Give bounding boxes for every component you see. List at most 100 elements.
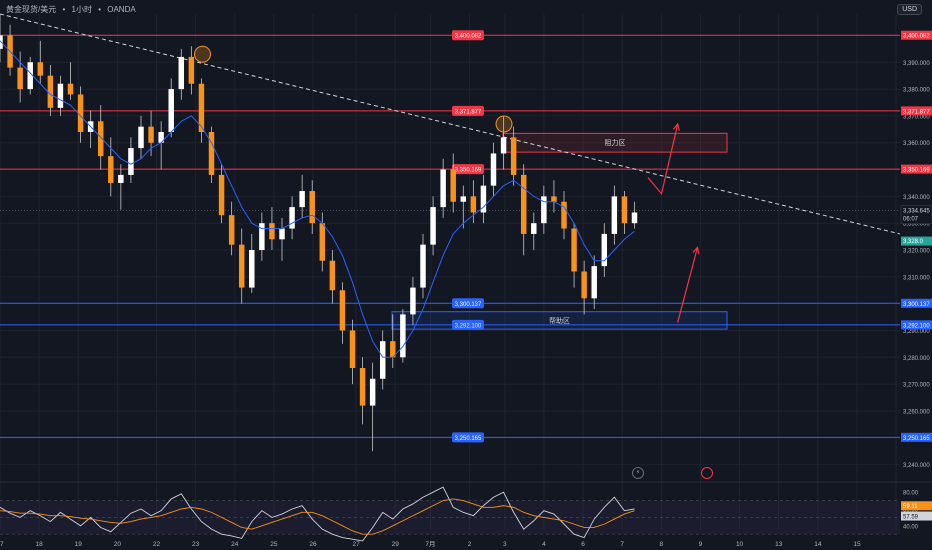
lightning-icon[interactable]: ⚡ — [632, 467, 644, 479]
level-label: 3,400.082 — [455, 34, 482, 40]
rsi-current-label: 59.11 — [903, 504, 918, 510]
time-tick-label: 10 — [736, 541, 744, 548]
rsi-current-box — [901, 511, 932, 521]
time-tick-label: 27 — [352, 541, 360, 548]
candle-body — [319, 223, 326, 261]
candle-body — [430, 207, 436, 245]
candle-body — [561, 201, 567, 229]
highlight-circle — [495, 115, 513, 133]
grid-lines — [0, 14, 900, 530]
zone-label: 帮助区 — [549, 316, 570, 325]
ma-price-label: 3,328.0 — [903, 239, 924, 245]
price-tick-label: 3,240.000 — [903, 463, 930, 469]
candle-body — [631, 212, 638, 224]
axis-level-label: 3,292.100 — [903, 323, 930, 329]
price-tick-label: 3,280.000 — [903, 356, 930, 362]
candle-body — [259, 223, 265, 251]
projection-arrow — [677, 247, 699, 323]
level-label-box — [452, 164, 484, 175]
price-tick-label: 3,330.000 — [903, 222, 930, 228]
current-price-box — [900, 205, 932, 224]
time-tick-label: 26 — [309, 541, 317, 548]
candle-body — [27, 62, 33, 90]
horizontal-levels: 3,400.082 3,371.877 3,350.169 3,300.137 3,29… — [0, 30, 900, 443]
trendline — [0, 13, 901, 235]
level-label: 3,300.137 — [455, 302, 482, 308]
symbol-legend[interactable]: 黄金现货/美元 • 1小时 • OANDA — [6, 4, 140, 15]
candlesticks — [0, 14, 638, 452]
candle-body — [128, 148, 134, 175]
candle-body — [279, 228, 285, 240]
candle-body — [97, 121, 104, 157]
candle-body — [460, 196, 467, 202]
level-label-box — [452, 319, 484, 330]
candle-body — [591, 266, 597, 299]
price-tick-label: 3,380.000 — [903, 88, 930, 94]
candle-body — [47, 75, 54, 108]
price-tick-label: 3,270.000 — [903, 383, 930, 389]
candle-body — [309, 191, 315, 224]
axis-level-label: 3,350.169 — [903, 168, 930, 174]
candle-body — [329, 260, 336, 291]
price-tick-label: 3,260.000 — [903, 409, 930, 415]
separator-dot: • — [62, 5, 66, 14]
axis-level-box — [901, 320, 932, 330]
candle-body — [440, 169, 446, 208]
price-tick-label: 3,290.000 — [903, 329, 930, 335]
candle-body — [369, 378, 376, 406]
axis-level-box — [901, 106, 932, 116]
level-label: 3,350.169 — [455, 168, 482, 174]
time-tick-label: 7月 — [425, 540, 435, 548]
time-tick-label: 20 — [114, 541, 122, 548]
candle-body — [108, 156, 114, 183]
candle-body — [37, 62, 44, 76]
time-tick-label: 17 — [0, 541, 4, 548]
separator-dot: • — [98, 5, 102, 14]
candle-body — [198, 83, 205, 133]
price-tick-label: 3,390.000 — [903, 61, 930, 67]
time-tick-label: 6 — [581, 541, 585, 548]
rsi-ma-line — [0, 498, 635, 535]
candle-body — [410, 287, 416, 315]
time-tick-label: 8 — [659, 541, 663, 548]
candle-body — [118, 174, 124, 183]
arrow-head — [672, 122, 680, 131]
currency-button[interactable]: USD — [897, 4, 922, 15]
time-tick-label: 22 — [153, 541, 161, 548]
rsi-current-box — [901, 501, 932, 511]
time-tick-label: 15 — [853, 541, 861, 548]
level-label-box — [452, 105, 484, 116]
axis-level-label: 3,400.082 — [903, 34, 930, 40]
time-tick-label: 18 — [36, 541, 44, 548]
time-tick-label: 7 — [620, 541, 624, 548]
price-axis[interactable]: 3,400.0003,390.0003,380.0003,370.0003,36… — [900, 30, 932, 531]
rsi-tick-label: 60.00 — [903, 508, 919, 514]
time-axis[interactable]: 17181920222324252627297月234678910131415 — [0, 540, 861, 548]
candle-body — [17, 67, 23, 90]
level-label: 3,292.100 — [455, 323, 482, 329]
level-label-box — [452, 298, 484, 309]
time-tick-label: 29 — [392, 541, 400, 548]
candle-body — [158, 132, 164, 143]
candle-body — [420, 244, 426, 288]
time-tick-label: 24 — [231, 541, 239, 548]
support-zone — [391, 311, 728, 330]
candle-body — [490, 153, 497, 186]
moving-average-line — [0, 40, 635, 358]
flag-icon[interactable] — [701, 467, 713, 479]
candle-body — [450, 169, 456, 202]
price-tick-label: 3,310.000 — [903, 275, 930, 281]
countdown-label: 06:07 — [903, 217, 919, 223]
time-tick-label: 23 — [192, 541, 200, 548]
candle-body — [228, 215, 235, 245]
candle-body — [531, 223, 537, 234]
axis-level-box — [901, 432, 932, 442]
candle-body — [621, 196, 628, 224]
candle-body — [77, 94, 84, 133]
candle-body — [339, 290, 346, 331]
axis-level-label: 3,250.165 — [903, 436, 930, 442]
candle-body — [168, 89, 174, 133]
broker-label: OANDA — [107, 5, 136, 14]
